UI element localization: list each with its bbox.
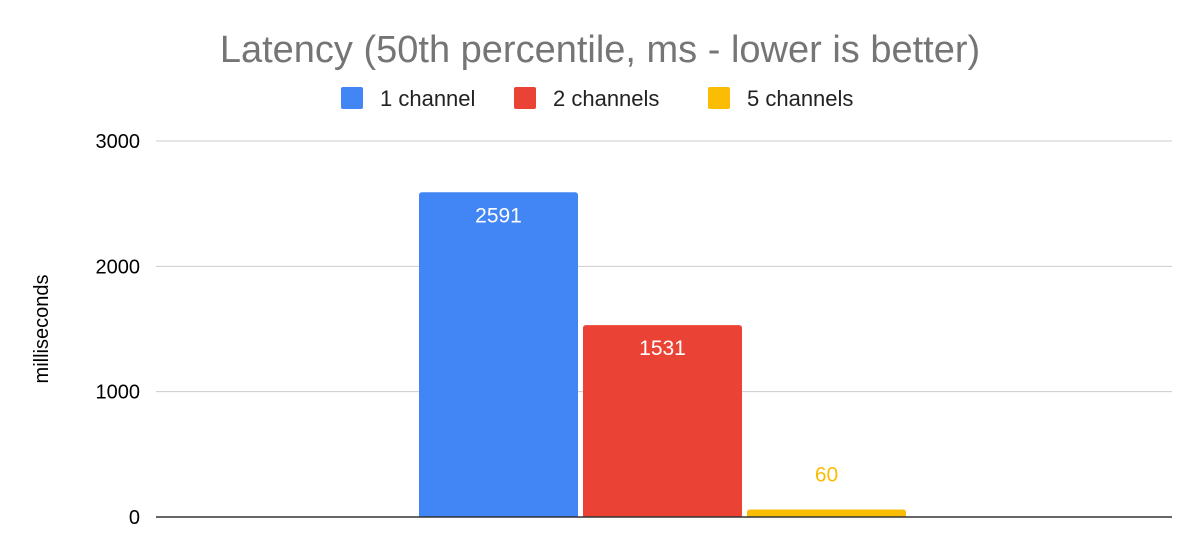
- data-labels: 2591 1531 60: [475, 204, 838, 486]
- data-label: 60: [815, 463, 838, 486]
- data-label: 1531: [639, 337, 686, 360]
- y-tick-label: 3000: [96, 131, 141, 153]
- y-tick-label: 1000: [96, 382, 141, 404]
- legend-label: 5 channels: [747, 86, 853, 111]
- y-tick-label: 0: [129, 507, 140, 529]
- bar-1-channel: [419, 192, 578, 517]
- chart-title: Latency (50th percentile, ms - lower is …: [220, 29, 980, 71]
- y-axis-title: milliseconds: [31, 275, 53, 384]
- legend-label: 1 channel: [380, 86, 475, 111]
- legend-label: 2 channels: [553, 86, 659, 111]
- legend: 1 channel 2 channels 5 channels: [341, 86, 853, 111]
- y-axis-ticks: 0 1000 2000 3000: [96, 131, 141, 529]
- legend-swatch: [708, 87, 730, 109]
- bars: [419, 192, 906, 517]
- legend-swatch: [514, 87, 536, 109]
- bar-5-channels: [747, 509, 906, 517]
- legend-swatch: [341, 87, 363, 109]
- bar-2-channels: [583, 325, 742, 517]
- y-tick-label: 2000: [96, 256, 141, 278]
- data-label: 2591: [475, 204, 522, 227]
